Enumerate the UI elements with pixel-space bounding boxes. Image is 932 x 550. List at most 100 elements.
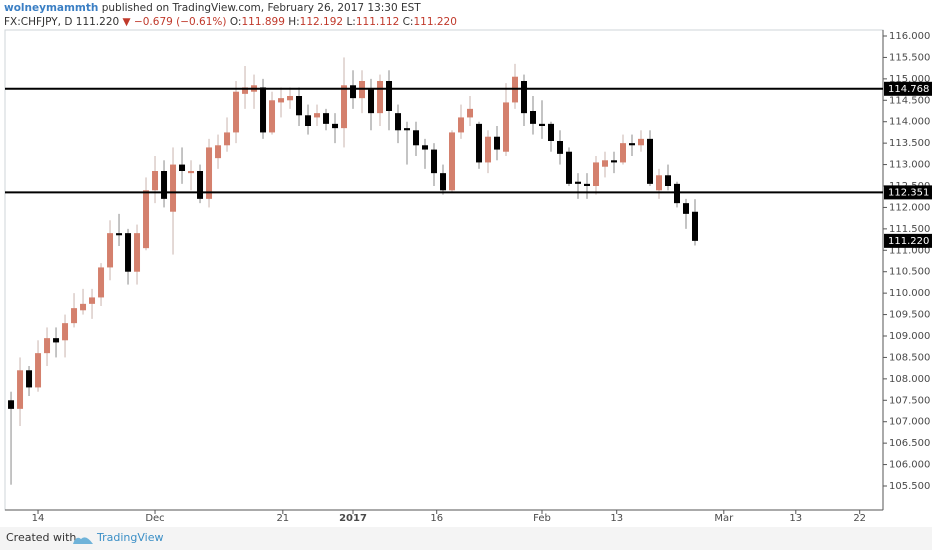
level-tag bbox=[884, 185, 932, 200]
candle-body bbox=[664, 175, 671, 186]
candle-body bbox=[161, 171, 168, 199]
x-tick-label: 16 bbox=[430, 513, 443, 524]
candle-body bbox=[673, 183, 680, 204]
candle-body bbox=[323, 113, 330, 124]
ohlc-label: C: bbox=[402, 16, 414, 28]
author: wolneymammth bbox=[4, 2, 99, 14]
candle-body bbox=[548, 123, 555, 141]
candle-body bbox=[691, 211, 698, 241]
ohlc-value: 111.899 bbox=[241, 16, 285, 28]
candle-body bbox=[107, 233, 114, 268]
y-tick-label: 109.000 bbox=[889, 331, 930, 342]
candle-body bbox=[188, 171, 195, 174]
published: published on TradingView.com, February 2… bbox=[101, 2, 421, 14]
y-tick-label: 114.000 bbox=[889, 117, 930, 128]
y-tick-label: 108.500 bbox=[889, 352, 930, 363]
candle-body bbox=[575, 181, 582, 184]
candle-body bbox=[26, 370, 33, 388]
candle-body bbox=[242, 87, 249, 94]
candle-body bbox=[233, 91, 240, 133]
candle-body bbox=[386, 81, 393, 111]
ohlc-value: 111.220 bbox=[413, 16, 457, 28]
candle-body bbox=[224, 132, 231, 146]
y-tick-label: 115.000 bbox=[889, 74, 930, 85]
candle-body bbox=[287, 96, 294, 101]
symbol: FX:CHFJPY, D bbox=[4, 16, 73, 28]
candle-body bbox=[422, 145, 429, 150]
candle-body bbox=[125, 233, 132, 272]
y-tick-label: 114.500 bbox=[889, 95, 930, 106]
ohlc-label: H: bbox=[288, 16, 300, 28]
y-tick-label: 111.500 bbox=[889, 224, 930, 235]
y-tick-label: 106.500 bbox=[889, 438, 930, 449]
candle-body bbox=[584, 183, 591, 186]
y-tick-label: 115.500 bbox=[889, 52, 930, 63]
ohlc-value: 112.192 bbox=[299, 16, 344, 28]
x-tick-label: 22 bbox=[853, 513, 866, 524]
candle-body bbox=[170, 164, 177, 212]
y-tick-label: 110.000 bbox=[889, 288, 930, 299]
y-tick-label: 109.500 bbox=[889, 310, 930, 321]
candle-body bbox=[296, 96, 303, 116]
footer: Created with TradingView bbox=[0, 527, 932, 550]
candle-body bbox=[566, 151, 573, 184]
candle-body bbox=[80, 303, 87, 311]
last-price-label: 111.220 bbox=[888, 236, 929, 247]
y-tick-label: 108.000 bbox=[889, 374, 930, 385]
y-tick-label: 106.000 bbox=[889, 460, 930, 471]
candle-body bbox=[458, 117, 465, 133]
candle-body bbox=[260, 87, 267, 133]
candle-body bbox=[179, 164, 186, 171]
logo bbox=[73, 537, 93, 544]
candle-body bbox=[656, 175, 663, 191]
candle-body bbox=[530, 111, 537, 124]
candle-body bbox=[602, 160, 609, 167]
candle-body bbox=[35, 353, 42, 388]
candle-body bbox=[305, 115, 312, 126]
candle-body bbox=[413, 130, 420, 146]
candle-body bbox=[62, 323, 69, 341]
y-tick-label: 112.000 bbox=[889, 202, 930, 213]
candle-body bbox=[431, 149, 438, 174]
candle-body bbox=[197, 171, 204, 199]
candle-body bbox=[620, 143, 627, 163]
candle-body bbox=[377, 81, 384, 114]
header-line-1: wolneymammth published on TradingView.co… bbox=[4, 2, 421, 14]
last-price-tag bbox=[884, 233, 932, 248]
candle-body bbox=[682, 203, 689, 214]
x-tick-label: 14 bbox=[32, 513, 45, 524]
y-tick-label: 105.500 bbox=[889, 481, 930, 492]
candle-body bbox=[557, 141, 564, 154]
candle-body bbox=[269, 100, 276, 133]
candle-body bbox=[440, 173, 447, 191]
candle-body bbox=[44, 338, 51, 354]
candle-body bbox=[485, 136, 492, 163]
candle-body bbox=[593, 162, 600, 186]
x-tick-label: 13 bbox=[610, 513, 623, 524]
ohlc-label: L: bbox=[346, 16, 356, 28]
candle-body bbox=[152, 171, 159, 191]
y-tick-label: 113.000 bbox=[889, 160, 930, 171]
y-tick-label: 107.000 bbox=[889, 417, 930, 428]
level-label: 114.768 bbox=[888, 84, 929, 95]
candle-body bbox=[404, 128, 411, 131]
x-tick-label: 21 bbox=[276, 513, 289, 524]
candle-body bbox=[206, 147, 213, 199]
change: ▼ −0.679 (−0.61%) bbox=[122, 16, 227, 28]
candle-body bbox=[494, 136, 501, 150]
candle-body bbox=[629, 143, 636, 146]
candle-body bbox=[134, 233, 141, 272]
candle-body bbox=[143, 190, 150, 249]
candle-body bbox=[368, 89, 375, 114]
footer-text: Created with bbox=[6, 531, 77, 544]
header-line-2: FX:CHFJPY, D 111.220 ▼ −0.679 (−0.61%) O… bbox=[4, 16, 457, 28]
x-tick-label: Dec bbox=[145, 513, 164, 524]
y-tick-label: 107.500 bbox=[889, 395, 930, 406]
x-tick-label: 2017 bbox=[339, 513, 367, 524]
footer-brand[interactable]: TradingView bbox=[97, 531, 164, 544]
candle-body bbox=[89, 297, 96, 304]
ohlc-label: O: bbox=[229, 16, 242, 28]
candle-body bbox=[638, 138, 645, 146]
